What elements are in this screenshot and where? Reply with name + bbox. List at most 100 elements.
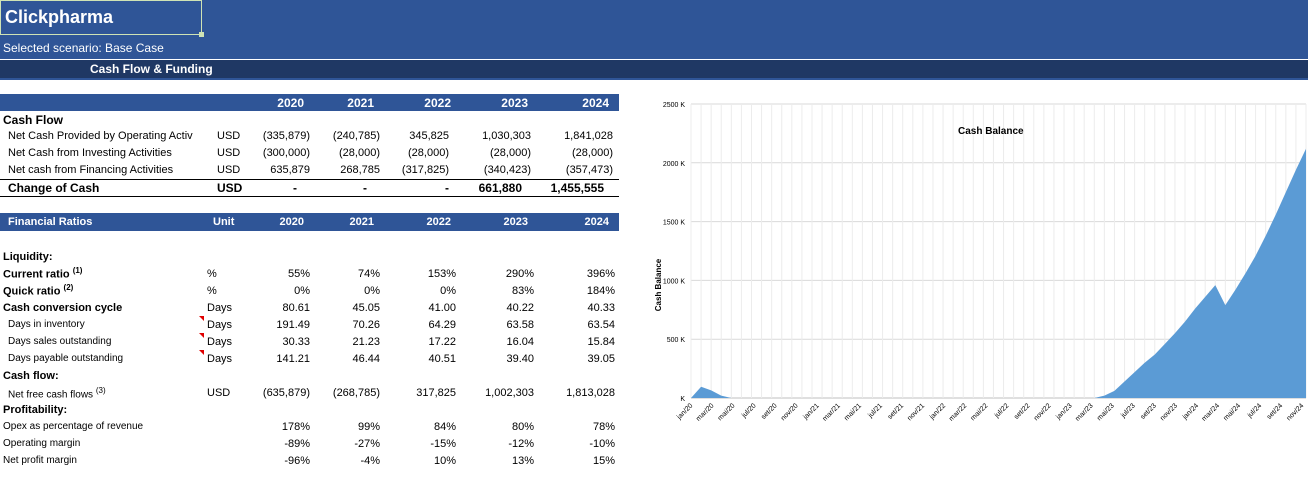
cash-balance-area[interactable]	[691, 148, 1306, 398]
cf-total-value: -	[293, 181, 297, 195]
cf-year-2024: 2024	[582, 96, 609, 110]
cf-year-2023: 2023	[501, 96, 528, 110]
x-tick-label: jul/24	[1246, 402, 1264, 420]
cf-value: (28,000)	[490, 147, 531, 159]
comment-indicator[interactable]	[199, 333, 204, 338]
cf-row-unit: USD	[217, 147, 241, 159]
ratio-value: -89%	[284, 438, 310, 450]
ratio-label: Days in inventory	[8, 319, 85, 330]
comment-indicator[interactable]	[199, 350, 204, 355]
ratios-title: Financial Ratios	[8, 216, 93, 228]
x-tick-label: set/23	[1139, 402, 1158, 421]
cf-value: 1,841,028	[564, 130, 613, 142]
x-tick-label: mar/20	[695, 402, 715, 422]
ratio-value: 30.33	[282, 336, 310, 348]
ratio-value: 55%	[287, 268, 310, 280]
ratio-unit: %	[207, 268, 217, 280]
ratio-value: 17.22	[428, 336, 456, 348]
ratio-value: 84%	[433, 421, 456, 433]
ratios-header-bar	[0, 213, 619, 231]
footnote-ref: (2)	[63, 283, 74, 292]
ratio-value: 153%	[427, 268, 456, 280]
ratio-value: 45.05	[352, 302, 380, 314]
ratio-label: Current ratio (1)	[3, 266, 82, 281]
y-tick-label: 1000 K	[663, 278, 686, 285]
ratio-value: (268,785)	[332, 387, 380, 399]
footnote-ref: (1)	[72, 266, 83, 275]
x-tick-label: jul/23	[1119, 402, 1137, 420]
x-tick-label: mar/24	[1201, 402, 1221, 422]
cf-value: (317,825)	[401, 164, 449, 176]
ratios-unit-header: Unit	[213, 216, 235, 228]
ratio-value: 141.21	[276, 353, 310, 365]
x-tick-label: mar/22	[948, 402, 968, 422]
x-tick-label: nov/21	[906, 402, 926, 422]
ratio-value: 78%	[592, 421, 615, 433]
comment-indicator[interactable]	[199, 316, 204, 321]
cf-year-2022: 2022	[424, 96, 451, 110]
x-tick-label: jan/22	[928, 402, 947, 421]
ratio-label: Net profit margin	[3, 455, 77, 466]
ratio-label: Days payable outstanding	[8, 353, 124, 364]
ratio-value: 64.29	[428, 319, 456, 331]
profitability-title: Profitability:	[3, 404, 68, 416]
fill-handle[interactable]	[199, 32, 204, 37]
ratio-label: Net free cash flows (3)	[8, 386, 106, 400]
ratio-label-text: Current ratio	[3, 268, 70, 281]
cf-total-value: 661,880	[478, 181, 522, 195]
scenario-label: Selected scenario: Base Case	[3, 41, 164, 55]
cf-row-unit: USD	[217, 130, 241, 142]
x-tick-label: nov/20	[780, 402, 800, 422]
x-tick-label: nov/24	[1286, 402, 1306, 422]
cf-value: 268,785	[340, 164, 380, 176]
ratio-value: -96%	[284, 455, 310, 467]
x-tick-label: mai/22	[970, 402, 990, 422]
cf-row-label: Net Cash Provided by Operating Activ	[8, 130, 193, 142]
y-tick-label: 2500 K	[663, 102, 686, 109]
ratio-value: (635,879)	[262, 387, 310, 399]
ratio-value: 63.54	[587, 319, 615, 331]
app-title: Clickpharma	[5, 7, 114, 27]
cf-value: (240,785)	[332, 130, 380, 142]
x-tick-label: set/22	[1013, 402, 1032, 421]
cf-value: (28,000)	[572, 147, 613, 159]
x-tick-label: jan/21	[802, 402, 821, 421]
cf-value: (28,000)	[408, 147, 449, 159]
y-axis-label: Cash Balance	[654, 258, 663, 311]
cf-value: 345,825	[409, 130, 449, 142]
x-tick-label: jul/22	[993, 402, 1011, 420]
x-axis-ticks: jan/20 mar/20 mai/20 jul/20 set/20 nov/20 jan/…	[675, 402, 1305, 422]
ratio-unit: %	[207, 285, 217, 297]
ratio-unit: USD	[207, 387, 231, 399]
ratio-value: 0%	[440, 285, 456, 297]
cf-value: 1,030,303	[482, 130, 531, 142]
ratio-label: Opex as percentage of revenue	[3, 421, 144, 432]
ratio-value: 40.51	[428, 353, 456, 365]
x-tick-label: jul/20	[740, 402, 758, 420]
cf-total-value: -	[445, 181, 449, 195]
cf-value: (340,423)	[483, 164, 531, 176]
footnote-ref: (3)	[95, 386, 106, 395]
ratio-value: 39.40	[506, 353, 534, 365]
cf-year-2021: 2021	[347, 96, 374, 110]
x-tick-label: mai/23	[1096, 402, 1116, 422]
x-tick-label: jan/23	[1054, 402, 1073, 421]
ratio-value: -12%	[508, 438, 534, 450]
ratio-value: 63.58	[506, 319, 534, 331]
ratio-value: 317,825	[416, 387, 456, 399]
ratio-value: 99%	[357, 421, 380, 433]
cashflow-title: Cash Flow	[3, 113, 64, 127]
y-tick-label: 2000 K	[663, 161, 686, 168]
ratio-label-text: Net free cash flows	[8, 389, 94, 401]
ratio-value: 1,813,028	[566, 387, 615, 399]
section-bar	[0, 60, 1308, 80]
ratio-year: 2021	[349, 216, 374, 228]
ratio-value: -27%	[354, 438, 380, 450]
cf-total-label: Change of Cash	[8, 181, 100, 195]
x-tick-label: set/20	[760, 402, 779, 421]
ratio-value: 184%	[586, 285, 615, 297]
app-title-cell[interactable]: Clickpharma	[0, 0, 204, 37]
cf-total-unit: USD	[217, 181, 243, 195]
x-tick-label: mar/23	[1074, 402, 1094, 422]
